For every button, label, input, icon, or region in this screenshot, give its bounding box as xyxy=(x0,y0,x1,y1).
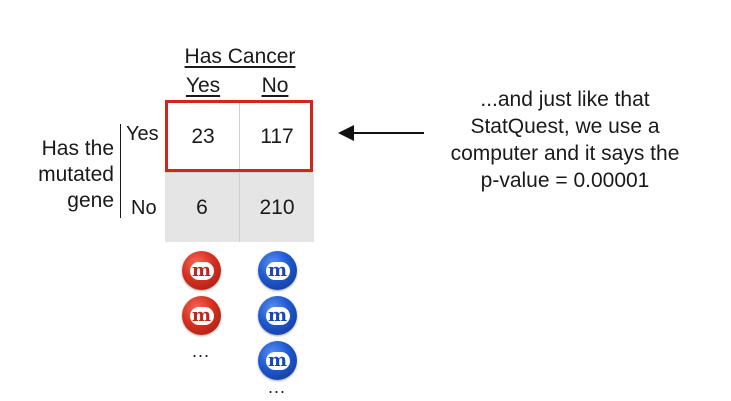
blue-candy-icon: m xyxy=(258,251,297,290)
highlight-box xyxy=(165,100,313,172)
red-ellipsis: ... xyxy=(191,341,210,361)
note-line-4: p-value = 0.00001 xyxy=(480,169,650,192)
note-line-2: StatQuest, we use a xyxy=(470,115,660,138)
column-label-yes: Yes xyxy=(185,74,221,97)
cell-yes-no: 117 xyxy=(260,124,294,148)
row-bracket xyxy=(120,124,121,218)
candy-letter: m xyxy=(189,261,214,280)
candy-letter: m xyxy=(265,306,290,325)
row-header-line-1: Has the xyxy=(41,137,114,160)
row-header-line-2: mutated xyxy=(38,163,114,186)
row-header-line-3: gene xyxy=(67,189,114,212)
column-header: Has Cancer xyxy=(184,45,296,68)
arrow-head xyxy=(338,125,354,141)
candy-letter: m xyxy=(189,306,214,325)
cell-yes-yes: 23 xyxy=(191,124,215,148)
note-line-1: ...and just like that xyxy=(480,88,650,111)
row-label-yes: Yes xyxy=(126,123,159,145)
arrow-shaft xyxy=(352,132,424,134)
column-label-no: No xyxy=(261,74,289,97)
cell-no-yes: 6 xyxy=(165,173,239,242)
blue-candy-icon: m xyxy=(258,296,297,335)
blue-candy-icon: m xyxy=(258,341,297,380)
row-header: Has the mutated gene xyxy=(18,136,114,214)
red-candy-icon: m xyxy=(182,251,221,290)
cell-no-no: 210 xyxy=(240,173,314,242)
candy-letter: m xyxy=(265,351,290,370)
row-label-no: No xyxy=(131,197,157,219)
blue-ellipsis: ... xyxy=(267,377,286,397)
note-text: ...and just like that StatQuest, we use … xyxy=(430,86,700,194)
note-line-3: computer and it says the xyxy=(450,142,680,165)
candy-letter: m xyxy=(265,261,290,280)
red-candy-icon: m xyxy=(182,296,221,335)
table-horizontal-divider xyxy=(165,172,313,173)
